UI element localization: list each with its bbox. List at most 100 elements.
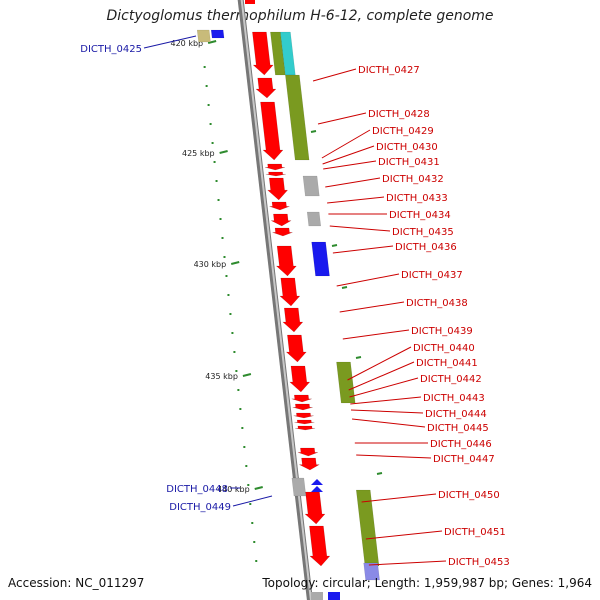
gene-label-DICTH_0432: DICTH_0432	[382, 174, 444, 185]
ring-dot	[207, 104, 210, 106]
cds-arrow	[289, 365, 311, 393]
leader-line	[317, 112, 367, 125]
tick-mark	[254, 486, 263, 490]
ring-dot	[205, 85, 208, 87]
cds-arrow-reverse	[311, 479, 323, 485]
cds-arrow	[269, 201, 290, 211]
leader-line	[351, 418, 426, 428]
cog-block	[336, 361, 356, 404]
gene-label-DICTH_0425: DICTH_0425	[80, 44, 142, 55]
gene-label-DICTH_0434: DICTH_0434	[389, 210, 451, 221]
topology-label: Topology: circular; Length: 1,959,987 bp…	[262, 576, 592, 590]
tick-label: 425 kbp	[182, 149, 215, 158]
gene-label-DICTH_0441: DICTH_0441	[416, 358, 478, 369]
ring-dot	[225, 275, 228, 277]
tick-mark	[207, 40, 217, 44]
leader-line	[342, 329, 410, 340]
cds-arrow	[279, 277, 301, 307]
cog-block	[355, 489, 380, 567]
map-title: Dictyoglomus thermophilum H-6-12, comple…	[106, 8, 494, 24]
gene-label-DICTH_0429: DICTH_0429	[372, 126, 434, 137]
gene-label-DICTH_0448: DICTH_0448	[166, 484, 228, 495]
cds-arrow	[297, 447, 318, 457]
gene-tick	[331, 244, 338, 247]
cds-arrow	[299, 457, 321, 471]
tick-label: 420 kbp	[171, 39, 204, 48]
gene-tick	[310, 130, 317, 133]
gene-tick	[376, 472, 383, 475]
cds-arrow	[266, 177, 289, 201]
cds-arrow	[260, 101, 284, 161]
accession-label: Accession: NC_011297	[8, 576, 145, 590]
ring-dot	[237, 389, 240, 391]
leader-line	[143, 35, 197, 49]
ring-dot	[249, 503, 252, 505]
cds-fragment	[245, 0, 255, 4]
leader-line	[325, 177, 381, 188]
ring-dot	[247, 484, 250, 486]
gene-label-DICTH_0444: DICTH_0444	[425, 409, 487, 420]
ring-dot	[243, 446, 246, 448]
ring-dot	[217, 199, 220, 201]
cds-arrow	[294, 419, 315, 425]
leader-line	[339, 301, 405, 313]
gene-label-DICTH_0449: DICTH_0449	[169, 502, 231, 513]
gene-label-DICTH_0451: DICTH_0451	[444, 527, 506, 538]
cds-arrow-reverse	[311, 486, 323, 492]
ring-dot	[231, 332, 234, 334]
gene-label-DICTH_0439: DICTH_0439	[411, 326, 473, 337]
ring-dot	[227, 294, 230, 296]
gene-label-DICTH_0428: DICTH_0428	[368, 109, 430, 120]
gene-label-DICTH_0437: DICTH_0437	[401, 270, 463, 281]
leader-line	[361, 493, 437, 503]
tick-label: 435 kbp	[205, 372, 238, 381]
leader-line	[336, 273, 400, 287]
leader-line	[356, 454, 432, 459]
gene-label-DICTH_0436: DICTH_0436	[395, 242, 457, 253]
backbone-highlight	[240, 0, 312, 600]
tick-mark	[219, 150, 228, 154]
leader-line	[327, 196, 385, 204]
gene-label-DICTH_0433: DICTH_0433	[386, 193, 448, 204]
gene-label-DICTH_0450: DICTH_0450	[438, 490, 500, 501]
ring-dot	[213, 161, 216, 163]
gene-label-DICTH_0427: DICTH_0427	[358, 65, 420, 76]
ring-dot	[233, 351, 236, 353]
cds-arrow	[264, 163, 286, 171]
cds-arrow	[295, 425, 316, 431]
tick-mark	[230, 261, 240, 265]
leader-line	[350, 396, 422, 405]
cog-block	[306, 211, 322, 227]
leader-line	[312, 68, 357, 82]
ring-dot	[209, 123, 212, 125]
ring-dot	[235, 370, 238, 372]
ring-dot	[245, 465, 248, 467]
ring-dot	[211, 142, 214, 144]
gene-label-DICTH_0442: DICTH_0442	[420, 374, 482, 385]
gene-label-DICTH_0446: DICTH_0446	[430, 439, 492, 450]
cog-block	[311, 241, 330, 277]
cog-block	[302, 175, 320, 197]
cds-arrow	[293, 412, 314, 419]
cog-block	[328, 592, 340, 600]
ring-dot	[239, 408, 242, 410]
gene-label-DICTH_0431: DICTH_0431	[378, 157, 440, 168]
gene-tick	[341, 286, 348, 289]
tick-mark	[242, 373, 252, 377]
cog-block	[291, 477, 307, 497]
leader-line	[322, 145, 375, 165]
ring-dot	[221, 237, 224, 239]
leader-line	[347, 346, 412, 381]
gene-label-DICTH_0438: DICTH_0438	[406, 298, 468, 309]
cds-arrow	[275, 245, 297, 277]
gene-label-DICTH_0447: DICTH_0447	[433, 454, 495, 465]
cds-arrow	[272, 227, 293, 237]
leader-line	[348, 361, 415, 391]
cds-arrow	[271, 213, 293, 227]
ring-dot	[203, 66, 206, 68]
cog-block	[210, 29, 225, 39]
leader-line	[350, 409, 424, 414]
tick-label: 440 kbp	[217, 485, 250, 494]
